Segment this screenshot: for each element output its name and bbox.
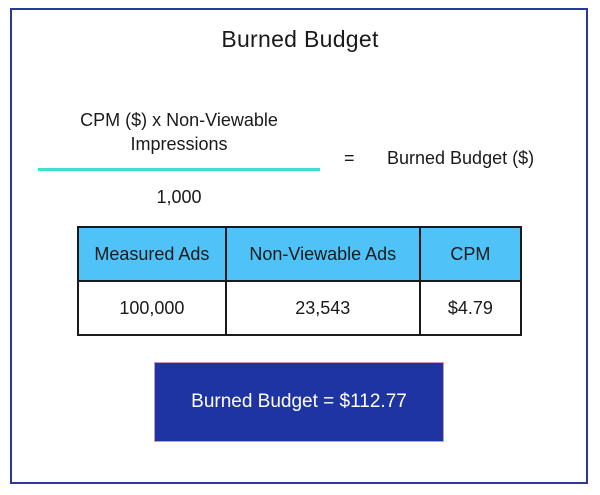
table-row: 100,000 23,543 $4.79 (77, 280, 523, 336)
cell-measured-ads: 100,000 (77, 280, 227, 336)
answer-box: Burned Budget = $112.77 (154, 362, 444, 442)
header-measured-ads: Measured Ads (77, 226, 227, 282)
formula-numerator: CPM ($) x Non-Viewable Impressions (80, 110, 278, 154)
header-cpm: CPM (418, 226, 523, 282)
diagram-title: Burned Budget (221, 26, 379, 52)
header-non-viewable-ads: Non-Viewable Ads (224, 226, 421, 282)
values-table: Measured Ads Non-Viewable Ads CPM 100,00… (77, 226, 523, 336)
table-header-row: Measured Ads Non-Viewable Ads CPM (77, 226, 523, 282)
cell-non-viewable-ads: 23,543 (224, 280, 421, 336)
cell-cpm: $4.79 (418, 280, 523, 336)
formula-denominator: 1,000 (156, 187, 202, 207)
answer-text: Burned Budget = $112.77 (191, 391, 407, 412)
equals-sign: = (344, 148, 355, 168)
formula-result: Burned Budget ($) (387, 148, 535, 168)
fraction-line (38, 168, 320, 171)
